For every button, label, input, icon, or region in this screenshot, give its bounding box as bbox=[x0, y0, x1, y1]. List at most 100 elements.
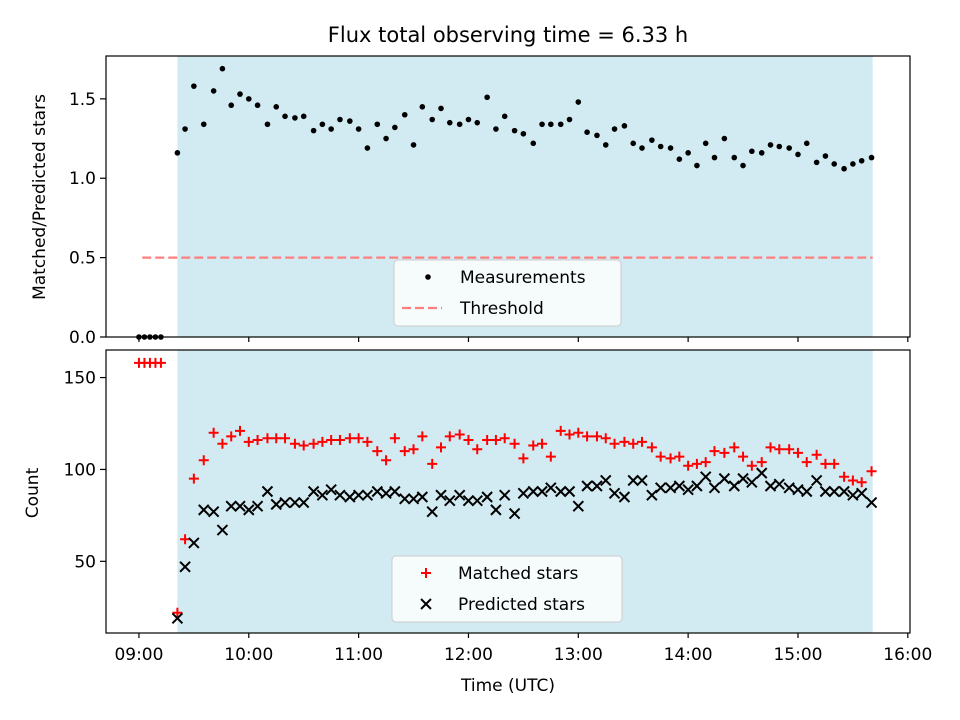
x-tick-label: 13:00 bbox=[554, 645, 603, 665]
measurement-point bbox=[511, 127, 518, 134]
predicted-point bbox=[555, 485, 567, 498]
y-tick-label: 150 bbox=[64, 369, 96, 389]
legend-plus-marker bbox=[421, 568, 431, 578]
ratio-panel: 0.0 0.5 1.0 1.5 Measurements Threshold bbox=[69, 55, 911, 348]
matched-point bbox=[655, 451, 666, 462]
legend-label: Threshold bbox=[459, 299, 544, 319]
predicted-point bbox=[490, 504, 502, 516]
matched-point bbox=[537, 438, 548, 449]
matched-point bbox=[436, 442, 446, 453]
measurement-point bbox=[438, 105, 444, 112]
measurement-point bbox=[850, 161, 856, 167]
matched-point bbox=[427, 458, 438, 469]
predicted-point bbox=[251, 500, 264, 512]
y-tick-label: 0.0 bbox=[69, 328, 96, 348]
legend-box bbox=[391, 555, 623, 623]
predicted-point bbox=[344, 491, 356, 503]
matched-point bbox=[326, 435, 337, 446]
predicted-point bbox=[691, 480, 703, 492]
measurement-point bbox=[530, 140, 537, 147]
matched-point bbox=[198, 455, 209, 466]
predicted-point bbox=[270, 498, 282, 511]
measurement-point bbox=[639, 145, 645, 151]
legend-box bbox=[393, 259, 622, 327]
measurement-point bbox=[501, 113, 508, 120]
matched-point bbox=[399, 446, 410, 457]
measurement-point bbox=[210, 88, 217, 94]
predicted-point bbox=[682, 483, 694, 496]
matched-point bbox=[172, 607, 183, 618]
predicted-point bbox=[389, 485, 401, 498]
measurement-point bbox=[803, 140, 810, 147]
measurement-point bbox=[254, 102, 261, 109]
matched-point bbox=[472, 444, 483, 455]
y-tick-label: 1.5 bbox=[69, 90, 96, 110]
predicted-point bbox=[746, 476, 758, 489]
predicted-point bbox=[545, 482, 557, 494]
matched-point bbox=[600, 433, 611, 444]
predicted-point bbox=[855, 487, 868, 500]
measurement-point bbox=[868, 154, 875, 161]
predicted-point bbox=[646, 489, 658, 501]
matched-point bbox=[243, 436, 254, 447]
matched-point bbox=[792, 447, 803, 458]
measurement-point bbox=[767, 142, 774, 148]
matched-point bbox=[591, 431, 602, 442]
predicted-point bbox=[517, 487, 530, 500]
measurement-point bbox=[273, 104, 280, 110]
matched-point bbox=[262, 433, 273, 444]
predicted-point bbox=[198, 504, 210, 516]
measurement-point bbox=[657, 143, 664, 150]
y-axis-label-ratio: Matched/Predicted stars bbox=[30, 94, 50, 300]
x-tick-label: 14:00 bbox=[664, 645, 713, 665]
measurement-point bbox=[465, 116, 472, 123]
matched-point bbox=[271, 433, 282, 444]
matched-point bbox=[463, 435, 474, 446]
measurement-point bbox=[456, 121, 463, 128]
measurement-point bbox=[749, 148, 755, 155]
measurement-point bbox=[174, 150, 181, 156]
measurement-point bbox=[429, 116, 436, 123]
matched-point bbox=[811, 449, 822, 460]
predicted-point bbox=[572, 500, 585, 512]
predicted-point bbox=[654, 482, 667, 494]
predicted-point bbox=[673, 480, 686, 492]
matched-point bbox=[756, 457, 767, 468]
predicted-point bbox=[756, 467, 768, 479]
measurement-point bbox=[602, 142, 609, 148]
matched-point bbox=[709, 446, 720, 457]
measurement-point bbox=[484, 94, 490, 101]
matched-point bbox=[188, 473, 199, 484]
measurement-point bbox=[474, 119, 481, 126]
measurement-point bbox=[401, 111, 408, 118]
matched-point bbox=[344, 433, 355, 444]
measurement-point bbox=[374, 121, 381, 128]
matched-point bbox=[298, 440, 309, 451]
predicted-point bbox=[462, 494, 475, 507]
matched-point bbox=[490, 435, 501, 446]
predicted-point bbox=[728, 480, 740, 492]
matched-point bbox=[252, 435, 263, 446]
chart-title: Flux total observing time = 6.33 h bbox=[328, 23, 688, 47]
matched-point bbox=[226, 431, 237, 442]
matched-point bbox=[866, 466, 877, 477]
matched-point bbox=[829, 458, 840, 469]
predicted-point bbox=[536, 485, 548, 498]
measurement-point bbox=[493, 126, 499, 132]
matched-point bbox=[683, 460, 694, 471]
y-tick-label: 100 bbox=[64, 460, 96, 480]
measurement-point bbox=[740, 162, 746, 169]
matched-point bbox=[637, 436, 647, 447]
predicted-point bbox=[444, 494, 456, 507]
matched-point bbox=[847, 475, 858, 486]
measurement-point bbox=[364, 145, 371, 151]
predicted-point bbox=[783, 482, 795, 494]
measurement-point bbox=[245, 96, 252, 102]
matched-point bbox=[180, 534, 191, 545]
matched-point bbox=[564, 429, 575, 440]
predicted-point bbox=[407, 493, 420, 505]
matched-point bbox=[619, 436, 630, 447]
measurement-point bbox=[584, 129, 590, 136]
predicted-point bbox=[352, 489, 365, 501]
